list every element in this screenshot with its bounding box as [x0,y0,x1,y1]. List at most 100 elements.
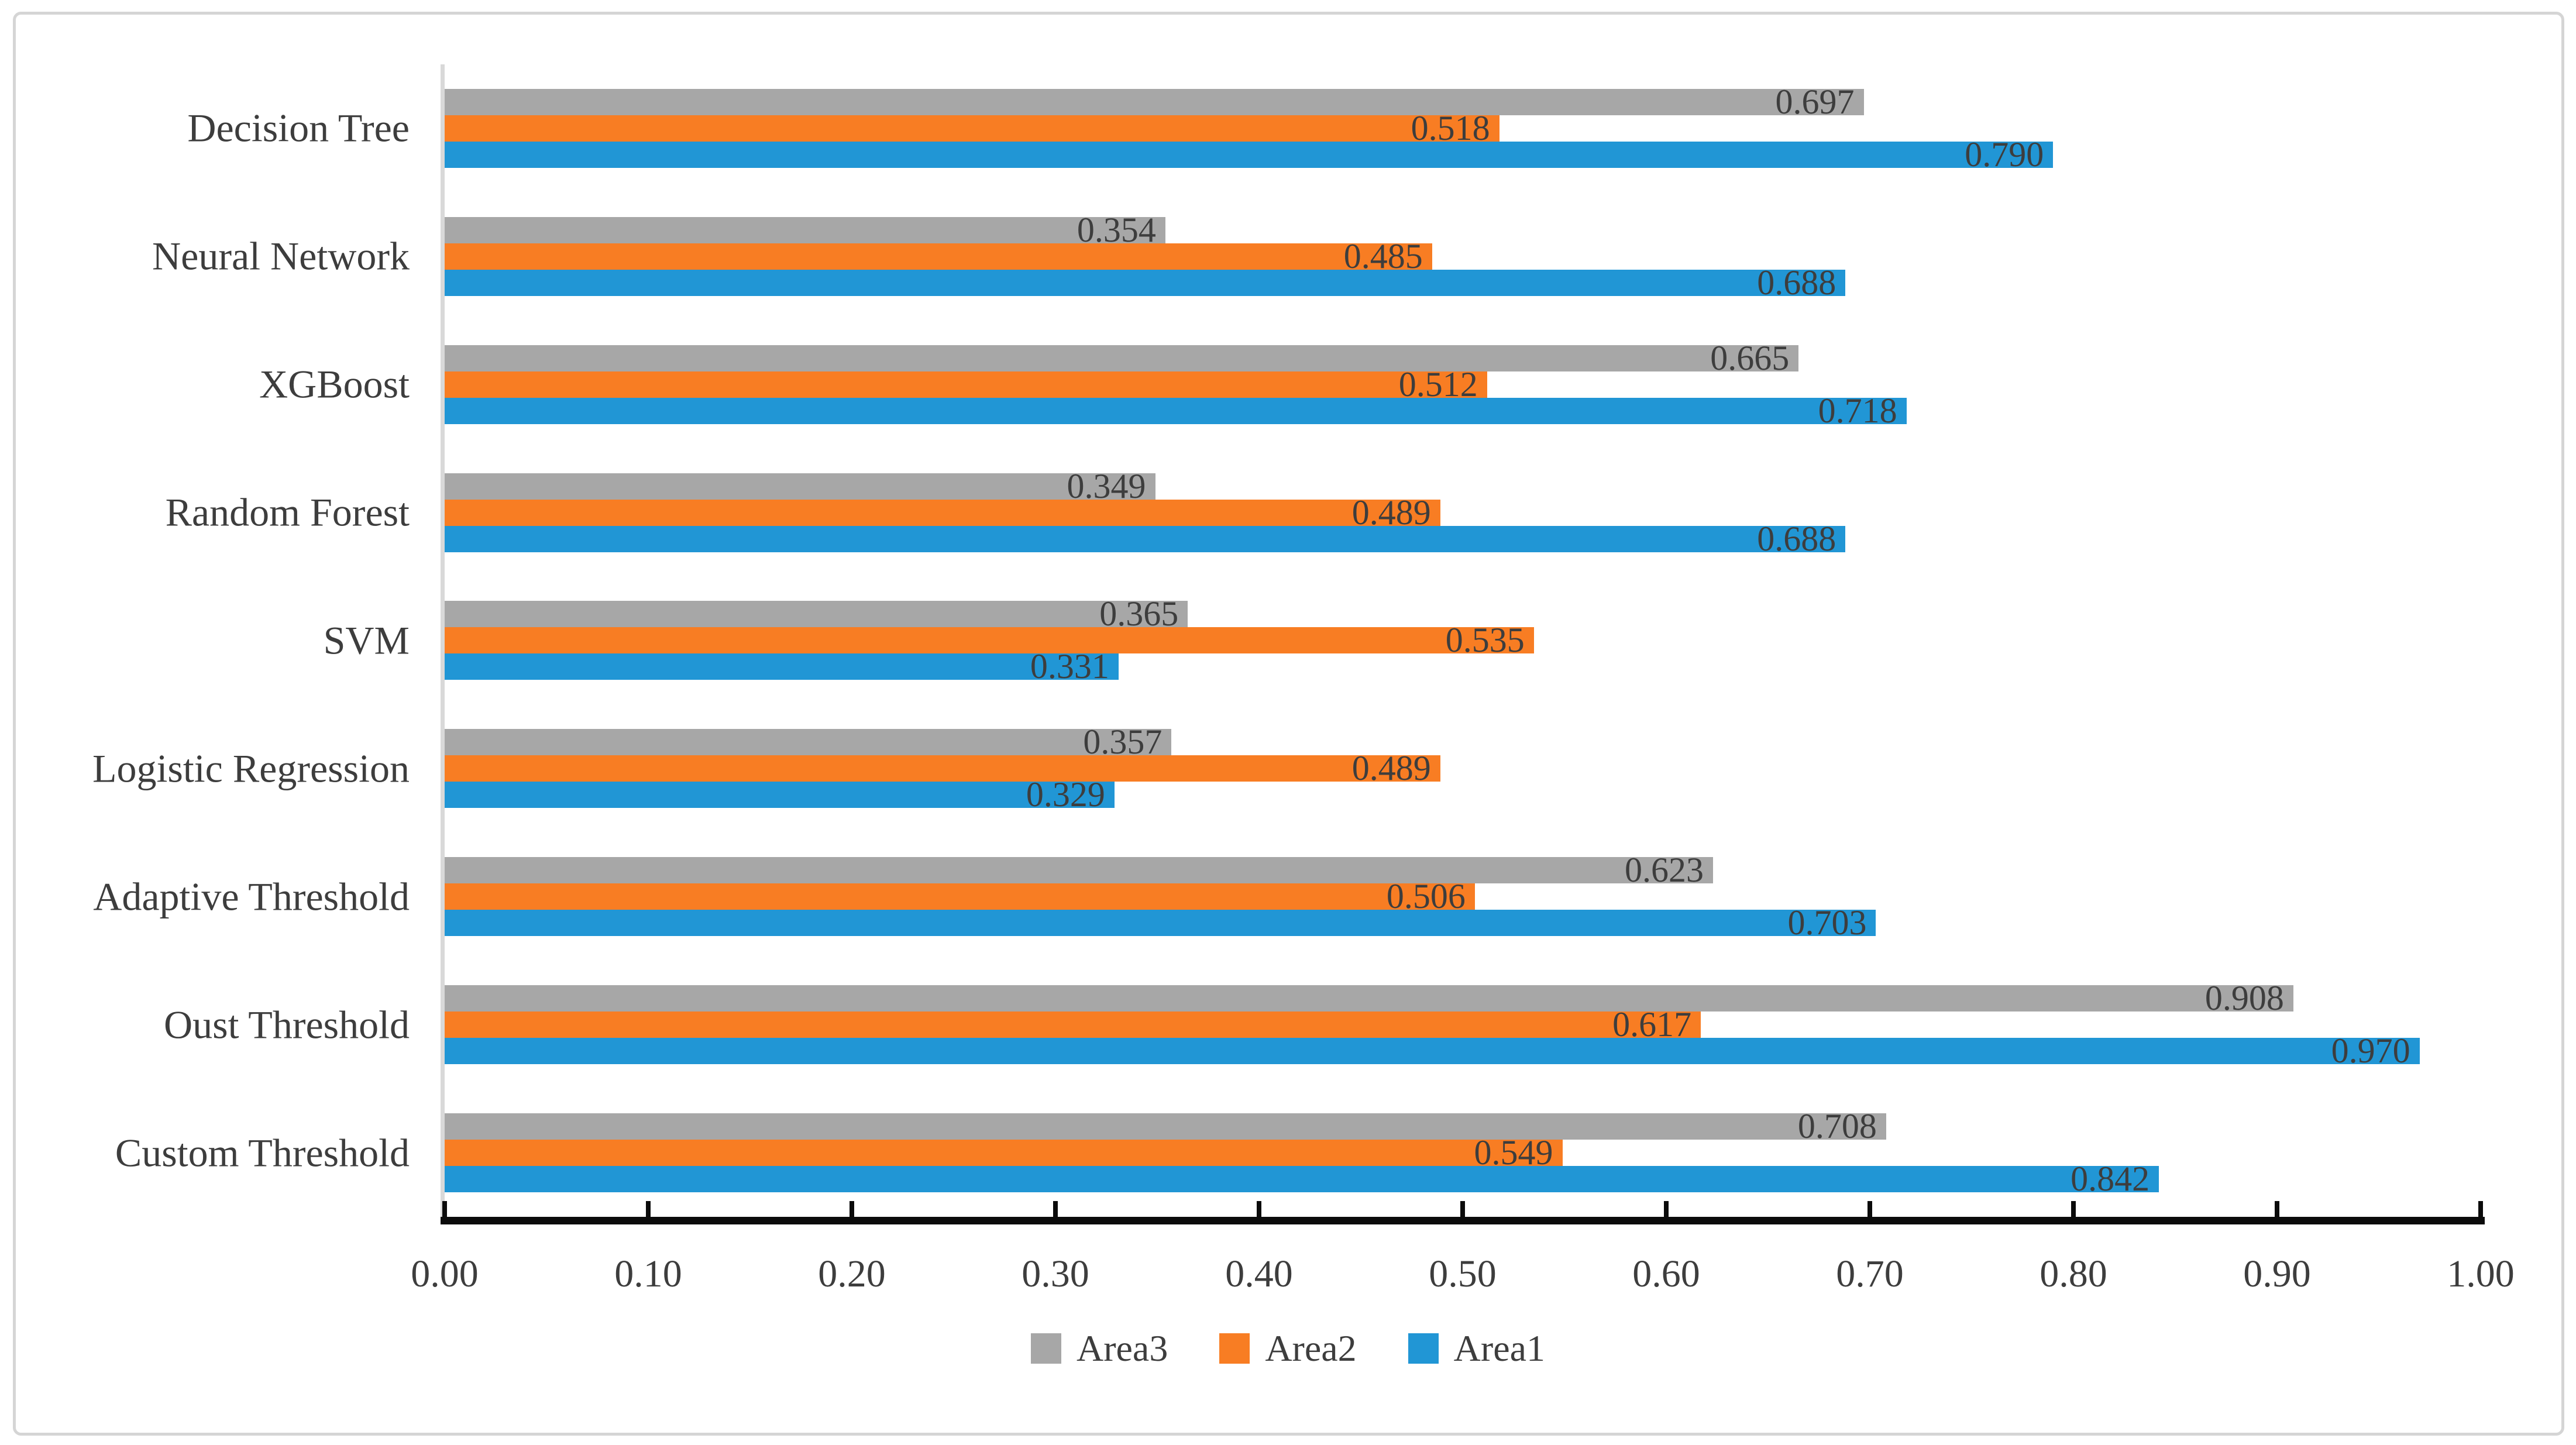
bar-area2: 0.549 [445,1133,1563,1172]
legend-item-area3: Area3 [1030,1327,1168,1370]
bar-area2: 0.617 [445,1005,1701,1044]
bar-area1: 0.703 [445,903,1876,942]
bar-group: 0.365 0.535 0.331 [445,577,2481,705]
bar-value-label: 0.535 [1445,621,1525,660]
bar-value-label: 0.329 [1026,775,1105,814]
bar-group: 0.354 0.485 0.688 [445,192,2481,321]
bar-value-label: 0.549 [1474,1133,1553,1172]
x-axis-tick-label: 1.00 [2447,1253,2515,1295]
bar-area1: 0.970 [445,1031,2420,1071]
bar-area3: 0.708 [445,1107,1886,1146]
bar-value-label: 0.970 [2331,1031,2410,1071]
bar-value-label: 0.512 [1398,364,1478,404]
bar-value-label: 0.485 [1343,236,1423,276]
bar-area2: 0.535 [445,621,1534,660]
legend-label-area3: Area3 [1076,1327,1168,1369]
bar-area3: 0.365 [445,594,1188,634]
legend-swatch-area2 [1219,1333,1250,1364]
legend-label-area1: Area1 [1453,1327,1546,1369]
x-axis-tick [1053,1201,1058,1217]
bar-area1: 0.688 [445,519,1846,558]
x-axis-tick [1257,1201,1261,1217]
plot-area: 0.697 0.518 0.790 0.354 0.485 0.688 0.665 0.512… [441,64,2485,1224]
bar-area3: 0.697 [445,82,1864,121]
bar-value-label: 0.703 [1787,903,1867,942]
bar-value-label: 0.331 [1030,647,1109,686]
x-axis-tick-label: 0.90 [2243,1253,2311,1295]
category-label: Custom Threshold [115,1130,410,1175]
x-axis-tick-label: 0.60 [1632,1253,1700,1295]
x-axis-tick [2071,1201,2076,1217]
bar-area1: 0.331 [445,647,1119,686]
bar-group: 0.623 0.506 0.703 [445,832,2481,961]
bar-value-label: 0.518 [1411,108,1490,147]
bar-area3: 0.354 [445,210,1165,249]
category-label: Adaptive Threshold [93,874,410,919]
bar-value-label: 0.354 [1077,210,1156,249]
x-axis-tick [442,1201,447,1217]
bar-area3: 0.357 [445,724,1172,759]
bar-value-label: 0.688 [1757,263,1836,302]
legend-item-area2: Area2 [1219,1327,1357,1370]
bar-value-label: 0.365 [1099,594,1179,634]
bar-group: 0.665 0.512 0.718 [445,321,2481,449]
category-label: XGBoost [259,362,410,407]
x-axis-tick [1867,1201,1872,1217]
x-axis-tick-label: 0.10 [614,1253,682,1295]
x-axis-tick-label: 0.20 [818,1253,886,1295]
bar-value-label: 0.489 [1351,749,1431,788]
bar-value-label: 0.617 [1612,1005,1692,1044]
bar-value-label: 0.908 [2204,979,2284,1018]
category-label: Neural Network [152,233,410,278]
bar-group: 0.708 0.549 0.842 [445,1089,2481,1217]
bar-value-label: 0.688 [1757,519,1836,558]
bar-area2: 0.512 [445,364,1487,404]
bar-area3: 0.665 [445,338,1799,377]
bar-group: 0.697 0.518 0.790 [445,64,2481,192]
bar-area1: 0.329 [445,775,1115,814]
bar-value-label: 0.697 [1775,82,1855,121]
legend-swatch-area1 [1408,1333,1439,1364]
x-axis-tick [646,1201,651,1217]
x-axis-tick-label: 0.30 [1022,1253,1089,1295]
x-axis-tick [2478,1201,2483,1217]
bar-area1: 0.688 [445,263,1846,302]
x-axis-tick [2275,1201,2279,1217]
bar-value-label: 0.842 [2071,1160,2150,1199]
bar-area1: 0.718 [445,391,1907,430]
y-axis-line [441,64,445,1217]
bar-value-label: 0.665 [1710,338,1790,377]
bar-area2: 0.489 [445,493,1440,532]
legend-label-area2: Area2 [1265,1327,1357,1369]
bar-value-label: 0.708 [1797,1107,1877,1146]
legend-item-area1: Area1 [1408,1327,1545,1370]
bar-area3: 0.349 [445,466,1155,505]
x-axis-tick [1664,1201,1669,1217]
bar-area3: 0.623 [445,851,1714,890]
legend: Area3 Area2 Area1 [0,1327,2576,1370]
bar-area2: 0.489 [445,749,1440,788]
bar-area2: 0.485 [445,236,1432,276]
x-axis-tick [1460,1201,1465,1217]
bar-value-label: 0.623 [1625,851,1704,890]
bar-area2: 0.518 [445,108,1499,147]
bar-value-label: 0.349 [1067,466,1146,505]
bar-area3: 0.908 [445,979,2293,1018]
category-label: Random Forest [165,490,410,535]
x-axis-tick-label: 0.40 [1225,1253,1293,1295]
x-axis-tick-label: 0.50 [1429,1253,1497,1295]
x-axis-tick-label: 0.00 [411,1253,479,1295]
x-axis-tick-label: 0.70 [1836,1253,1904,1295]
x-axis-tick-label: 0.80 [2040,1253,2107,1295]
category-label: SVM [323,618,410,663]
bar-value-label: 0.718 [1818,391,1897,430]
x-axis-line [441,1217,2485,1224]
category-label: Logistic Regression [92,746,410,791]
bar-group: 0.357 0.489 0.329 [445,704,2481,832]
bar-group: 0.908 0.617 0.970 [445,961,2481,1089]
bar-area1: 0.842 [445,1160,2159,1199]
bar-group: 0.349 0.489 0.688 [445,449,2481,577]
bar-value-label: 0.489 [1351,493,1431,532]
bar-area1: 0.790 [445,137,2054,172]
bar-value-label: 0.506 [1386,877,1466,916]
